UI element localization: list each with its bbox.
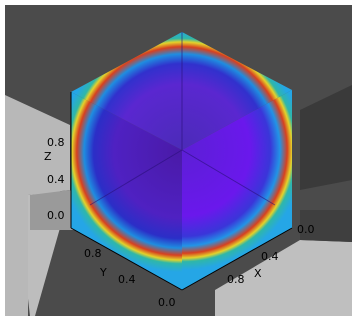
z-axis-label: Z	[44, 150, 52, 163]
z-tick-label: 0.0	[47, 209, 65, 222]
z-tick-label: 0.8	[47, 136, 65, 149]
octant-edges	[89, 32, 276, 206]
axis-lines	[70, 92, 293, 291]
y-tick-label: 0.8	[84, 247, 102, 260]
y-axis-label: Y	[99, 266, 107, 279]
x-tick-label: 0.8	[227, 273, 245, 286]
y-tick-label: 0.4	[118, 273, 136, 286]
z-axis: Z 0.8 0.4 0.0	[44, 136, 65, 222]
y-tick-label: 0.0	[158, 296, 176, 309]
x-tick-label: 0.4	[261, 250, 279, 263]
x-axis: X 0.0 0.4 0.8	[227, 223, 315, 286]
y-axis: Y 0.8 0.4 0.0	[84, 247, 176, 309]
x-axis-label: X	[254, 267, 262, 280]
x-tick-label: 0.0	[297, 223, 315, 236]
z-tick-label: 0.4	[47, 173, 65, 186]
